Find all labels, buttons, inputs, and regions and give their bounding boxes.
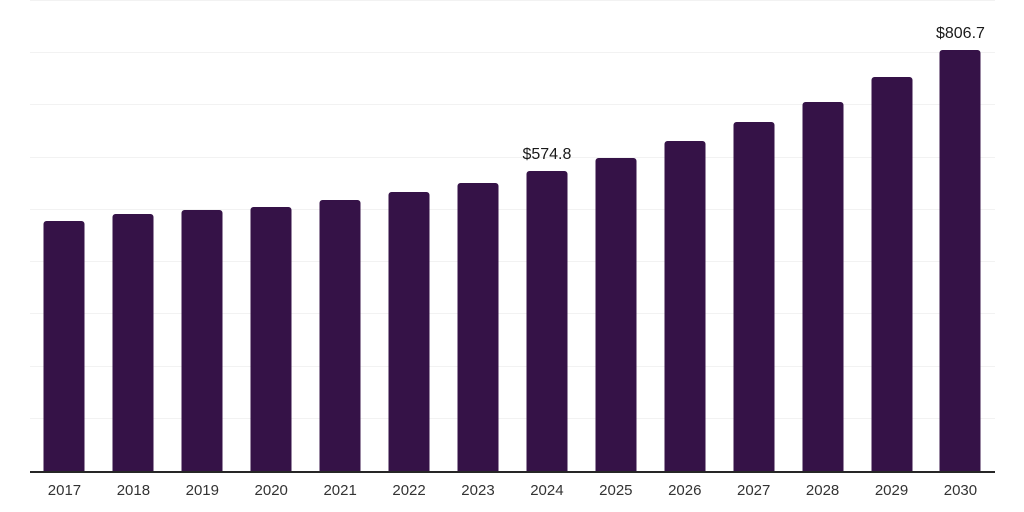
gridline (30, 261, 995, 263)
bar-slot-2026 (650, 1, 719, 471)
bar-2018 (112, 214, 154, 471)
bar-2024 (526, 170, 568, 471)
bar-slot-2028 (788, 1, 857, 471)
bar-2020 (250, 206, 292, 471)
bar-slot-2020 (237, 1, 306, 471)
bar-slot-2030: $806.7 (926, 1, 995, 471)
x-tick-label-2022: 2022 (392, 482, 426, 499)
x-tick-label-2029: 2029 (874, 482, 909, 499)
x-tick-label-2020: 2020 (254, 482, 288, 499)
bar-value-label-2024: $574.8 (522, 145, 572, 163)
bar-slot-2025 (581, 1, 650, 471)
bar-2017 (43, 221, 85, 471)
x-tick-label-2021: 2021 (323, 482, 357, 499)
bar-2023 (457, 182, 499, 471)
x-tick-label-2017: 2017 (47, 482, 82, 499)
bar-slot-2019 (168, 1, 237, 471)
x-tick-label-2027: 2027 (736, 482, 771, 499)
gridline (30, 104, 995, 106)
bar-2030 (939, 49, 981, 471)
bar-2025 (595, 157, 637, 471)
gridline (30, 365, 995, 367)
bar-slot-2017 (30, 1, 99, 471)
gridline (30, 417, 995, 419)
bars-row: $574.8 $806.7 (30, 1, 995, 471)
bar-2028 (802, 101, 844, 471)
bar-slot-2021 (306, 1, 375, 471)
bar-2027 (733, 121, 775, 471)
gridline (30, 156, 995, 158)
x-tick-label-2023: 2023 (461, 482, 495, 499)
bar-slot-2027 (719, 1, 788, 471)
x-tick-label-2025: 2025 (599, 482, 633, 499)
gridline (30, 0, 995, 1)
x-axis-line (30, 471, 995, 473)
gridline (30, 52, 995, 54)
bar-2022 (388, 191, 430, 471)
bar-slot-2024: $574.8 (512, 1, 581, 471)
x-tick-label-2028: 2028 (805, 482, 840, 499)
gridline (30, 313, 995, 315)
plot-area: $574.8 $806.7 (30, 0, 995, 473)
x-tick-label-2024: 2024 (530, 482, 564, 499)
x-tick-label-2030: 2030 (943, 482, 978, 499)
bar-slot-2029 (857, 1, 926, 471)
x-axis-labels: 2017 2018 2019 2020 2021 2022 2023 2024 2025 2026… (30, 482, 995, 499)
bar-2029 (871, 76, 913, 471)
x-tick-label-2018: 2018 (116, 482, 151, 499)
bar-slot-2018 (99, 1, 168, 471)
bar-value-label-2030: $806.7 (935, 24, 985, 42)
bar-slot-2023 (444, 1, 513, 471)
gridline (30, 208, 995, 210)
bar-slot-2022 (375, 1, 444, 471)
x-tick-label-2019: 2019 (185, 482, 219, 499)
bar-2026 (664, 141, 706, 471)
bar-2021 (319, 199, 361, 471)
x-tick-label-2026: 2026 (668, 482, 702, 499)
bar-2019 (181, 209, 223, 471)
